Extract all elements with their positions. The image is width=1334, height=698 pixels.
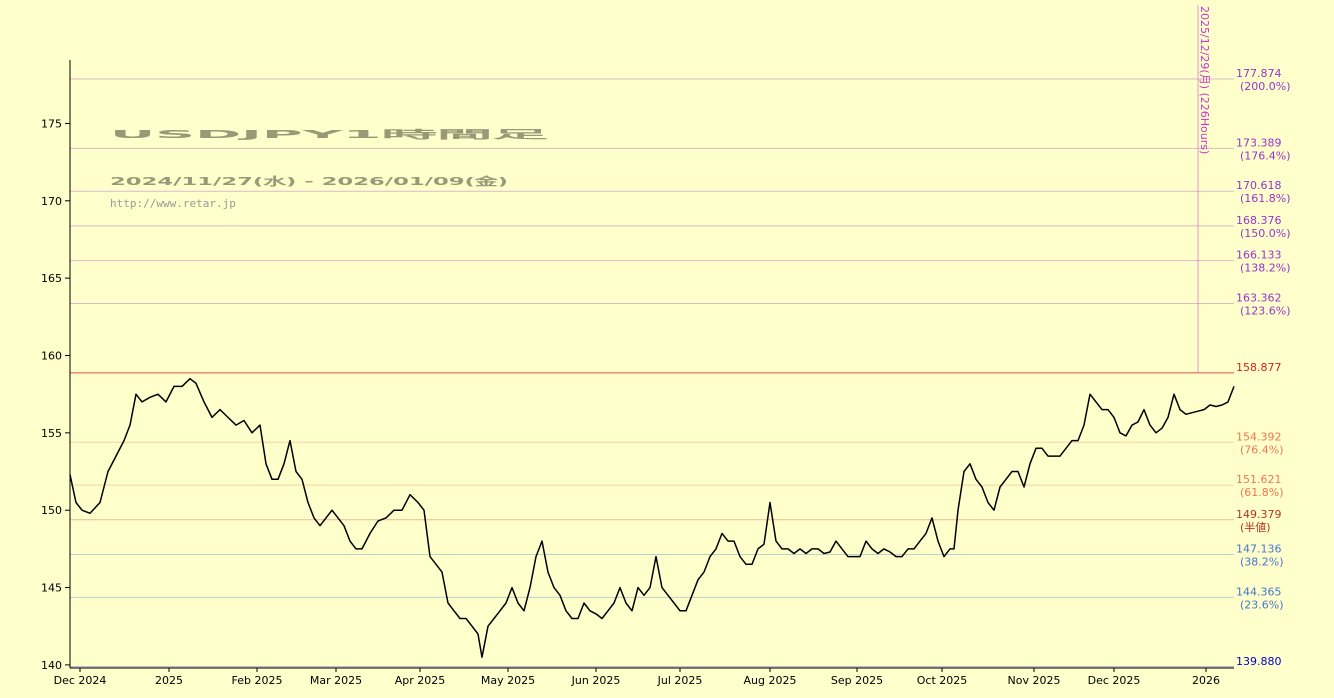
level-note: (61.8%) (1240, 486, 1284, 499)
level-note: (200.0%) (1240, 80, 1291, 93)
price-line (69, 377, 1235, 658)
y-tick-label: 145 (41, 582, 62, 595)
chart-title: USDJPY1時間足 (110, 127, 553, 141)
level-label: 151.621 (1236, 473, 1282, 486)
y-tick-label: 175 (41, 117, 62, 130)
x-tick-label: Mar 2025 (310, 674, 362, 687)
y-tick-label: 140 (41, 659, 62, 672)
level-label: 170.618 (1236, 179, 1282, 192)
level-label: 166.133 (1236, 249, 1282, 262)
y-tick-label: 165 (41, 272, 62, 285)
x-tick-label: Nov 2025 (1008, 674, 1061, 687)
level-label: 163.362 (1236, 291, 1282, 304)
level-note: (138.2%) (1240, 262, 1291, 275)
level-label: 158.877 (1236, 361, 1282, 374)
x-tick-label: 2026 (1192, 674, 1220, 687)
x-tick-label: Oct 2025 (917, 674, 968, 687)
x-tick-label: Sep 2025 (831, 674, 883, 687)
y-tick-label: 155 (41, 427, 62, 440)
level-note: (123.6%) (1240, 304, 1291, 317)
level-label: 139.880 (1236, 655, 1282, 668)
x-tick-label: Dec 2024 (54, 674, 107, 687)
level-label: 168.376 (1236, 214, 1282, 227)
level-note: (半値) (1240, 520, 1271, 534)
x-tick-label: 2025 (155, 674, 183, 687)
x-tick-label: Jul 2025 (657, 674, 703, 687)
level-note: (150.0%) (1240, 227, 1291, 240)
level-note: (161.8%) (1240, 192, 1291, 205)
level-note: (38.2%) (1240, 556, 1284, 569)
level-label: 149.379 (1236, 508, 1282, 521)
x-tick-label: Dec 2025 (1088, 674, 1141, 687)
x-tick-label: Jun 2025 (571, 674, 621, 687)
level-label: 177.874 (1236, 67, 1282, 80)
annotation-text: 2025/12/29(月) (226Hours) (1198, 6, 1211, 154)
y-tick-label: 150 (41, 504, 62, 517)
level-label: 173.389 (1236, 136, 1282, 149)
y-tick-label: 170 (41, 195, 62, 208)
url: http://www.retar.jp (110, 197, 236, 210)
x-tick-label: May 2025 (481, 674, 535, 687)
chart-subtitle: 2024/11/27(水) - 2026/01/09(金) (110, 174, 508, 188)
y-tick-label: 160 (41, 349, 62, 362)
level-label: 144.365 (1236, 585, 1282, 598)
level-label: 154.392 (1236, 430, 1282, 443)
level-note: (76.4%) (1240, 443, 1284, 456)
level-label: 147.136 (1236, 543, 1282, 556)
x-tick-label: Aug 2025 (744, 674, 797, 687)
x-tick-label: Apr 2025 (395, 674, 446, 687)
level-note: (23.6%) (1240, 598, 1284, 611)
level-note: (176.4%) (1240, 149, 1291, 162)
x-tick-label: Feb 2025 (232, 674, 283, 687)
